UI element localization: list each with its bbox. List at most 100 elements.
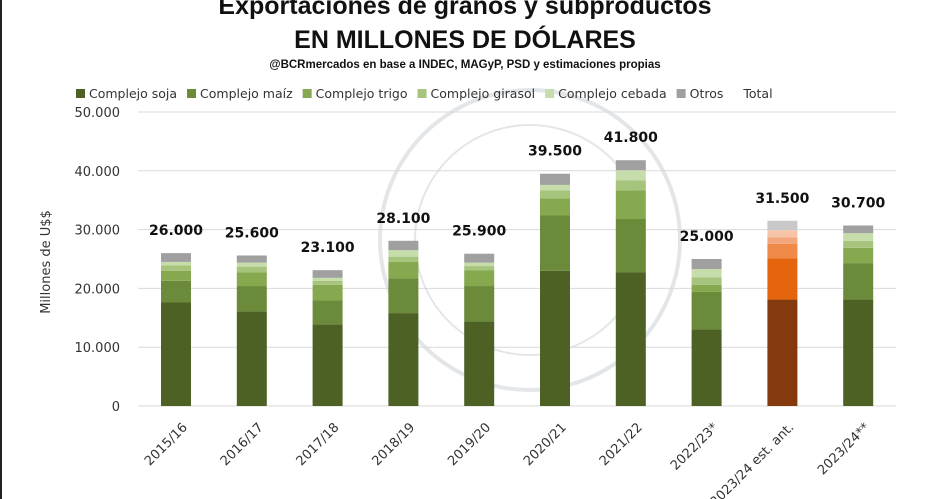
- y-tick-label: 10.000: [75, 341, 121, 356]
- bar-segment-complejo-cebada: [161, 261, 191, 266]
- x-tick-label: 2022/23*: [668, 420, 722, 474]
- legend-label: Complejo maíz: [200, 86, 293, 101]
- legend-swatch: [676, 89, 686, 98]
- total-label: 25.900: [452, 224, 506, 240]
- x-tick-label: 2015/16: [142, 420, 191, 469]
- legend-label: Complejo trigo: [316, 86, 408, 101]
- legend-swatch: [76, 89, 85, 98]
- bar-segment-otros: [540, 173, 570, 185]
- total-label: 39.500: [528, 144, 582, 160]
- bars: 26.000 25.600 23.100 28.100 25.900 39.500 41.8…: [149, 130, 885, 406]
- x-tick-label: 2018/19: [369, 420, 418, 469]
- bar-segment-otros: [767, 220, 798, 231]
- legend-label: Complejo soja: [89, 86, 177, 101]
- bar-segment-complejo-cebada: [615, 170, 646, 181]
- x-tick-label: 2021/22: [597, 420, 646, 469]
- bar-segment-complejo-maiz: [388, 278, 419, 314]
- bar-segment-complejo-soja: [312, 324, 343, 406]
- bar-segment-complejo-cebada: [767, 230, 798, 238]
- bar-segment-complejo-trigo: [540, 198, 570, 216]
- bar-segment-complejo-maiz: [767, 258, 798, 300]
- x-tick-label: 2020/21: [521, 420, 570, 469]
- bar-segment-otros: [236, 255, 267, 263]
- legend-swatch: [302, 89, 312, 98]
- bar-segment-complejo-soja: [691, 329, 722, 406]
- bar-segment-complejo-soja: [615, 272, 646, 406]
- y-tick-label: 40.000: [75, 165, 121, 180]
- x-tick-label: 2019/20: [445, 420, 494, 469]
- bar-segment-complejo-girasol: [236, 266, 267, 273]
- legend-label: Otros: [690, 86, 724, 101]
- bar-segment-complejo-girasol: [843, 240, 874, 248]
- bar-segment-complejo-trigo: [615, 190, 646, 220]
- bar-segment-complejo-maiz: [464, 286, 495, 322]
- total-label: 41.800: [604, 130, 658, 146]
- legend-swatch: [417, 89, 427, 98]
- bar-segment-complejo-trigo: [843, 247, 874, 264]
- y-axis: 0 10.000 20.000 30.000 40.000 50.000: [75, 106, 121, 415]
- chart-title-line2: EN MILLONES DE DÓLARES: [294, 24, 636, 54]
- total-label: 31.500: [755, 191, 809, 207]
- bar-segment-complejo-maiz: [691, 291, 722, 330]
- bar-segment-complejo-soja: [843, 299, 874, 406]
- bar-segment-complejo-maiz: [312, 300, 343, 325]
- bar-segment-otros: [843, 225, 874, 234]
- bar-segment-complejo-soja: [540, 270, 570, 406]
- bar-segment-complejo-girasol: [312, 280, 343, 285]
- bar-segment-complejo-soja: [464, 321, 495, 406]
- bar-segment-otros: [691, 259, 722, 269]
- bar-segment-complejo-girasol: [691, 277, 722, 285]
- y-tick-label: 30.000: [75, 224, 121, 239]
- bar-segment-complejo-maiz: [540, 215, 570, 271]
- bar-segment-complejo-soja: [161, 302, 191, 406]
- bar-segment-complejo-trigo: [161, 270, 191, 281]
- bar-segment-otros: [312, 270, 343, 278]
- bar-segment-otros: [615, 160, 646, 171]
- legend: Complejo soja Complejo maíz Complejo trigo…: [76, 86, 773, 101]
- bar-segment-complejo-trigo: [236, 272, 267, 287]
- y-tick-label: 20.000: [75, 282, 121, 297]
- x-tick-label: 2016/17: [218, 420, 267, 469]
- bar-segment-complejo-soja: [388, 313, 419, 406]
- total-label: 26.000: [149, 223, 203, 239]
- bar-segment-complejo-girasol: [615, 180, 646, 191]
- bar-segment-complejo-maiz: [161, 280, 191, 303]
- bar-segment-complejo-trigo: [691, 284, 722, 292]
- bar-segment-complejo-cebada: [388, 250, 419, 257]
- bar-segment-complejo-girasol: [767, 237, 798, 244]
- total-label: 25.000: [680, 229, 734, 245]
- x-tick-label: 2017/18: [294, 420, 343, 469]
- legend-label: Complejo girasol: [431, 86, 536, 101]
- total-label: 28.100: [376, 211, 430, 227]
- legend-label: Complejo cebada: [558, 86, 667, 101]
- total-label: 25.600: [225, 225, 279, 241]
- y-tick-label: 0: [112, 400, 120, 415]
- y-axis-label: Millones de U$$: [39, 210, 54, 314]
- y-tick-label: 50.000: [75, 106, 121, 121]
- chart-subtitle: @BCRmercados en base a INDEC, MAGyP, PSD…: [269, 59, 660, 71]
- bar-segment-complejo-maiz: [236, 286, 267, 312]
- bar-segment-complejo-cebada: [464, 262, 495, 267]
- bar-segment-complejo-trigo: [388, 261, 419, 279]
- legend-swatch: [187, 89, 197, 98]
- bar-segment-complejo-maiz: [615, 219, 646, 273]
- bar-segment-complejo-trigo: [464, 270, 495, 287]
- bar-segment-complejo-girasol: [161, 265, 191, 271]
- bar-segment-complejo-trigo: [312, 284, 343, 301]
- bar-segment-complejo-girasol: [540, 190, 570, 199]
- bar-segment-complejo-cebada: [540, 184, 570, 191]
- bar-segment-complejo-cebada: [843, 233, 874, 241]
- bar-segment-complejo-soja: [767, 299, 798, 406]
- bar-segment-otros: [464, 253, 495, 263]
- x-axis: 2015/16 2016/17 2017/18 2018/19 2019/20 2020/…: [142, 420, 873, 499]
- x-tick-label: 2023/24**: [815, 420, 873, 478]
- bar-segment-otros: [161, 253, 191, 262]
- bar-segment-complejo-girasol: [388, 256, 419, 262]
- bar-segment-complejo-maiz: [843, 263, 874, 300]
- frame-border: [0, 0, 2, 499]
- x-tick-label: 2023/24 est. ant.: [708, 420, 798, 499]
- bar-segment-complejo-cebada: [312, 277, 343, 281]
- bar-segment-complejo-cebada: [691, 268, 722, 278]
- bar-segment-complejo-trigo: [767, 243, 798, 259]
